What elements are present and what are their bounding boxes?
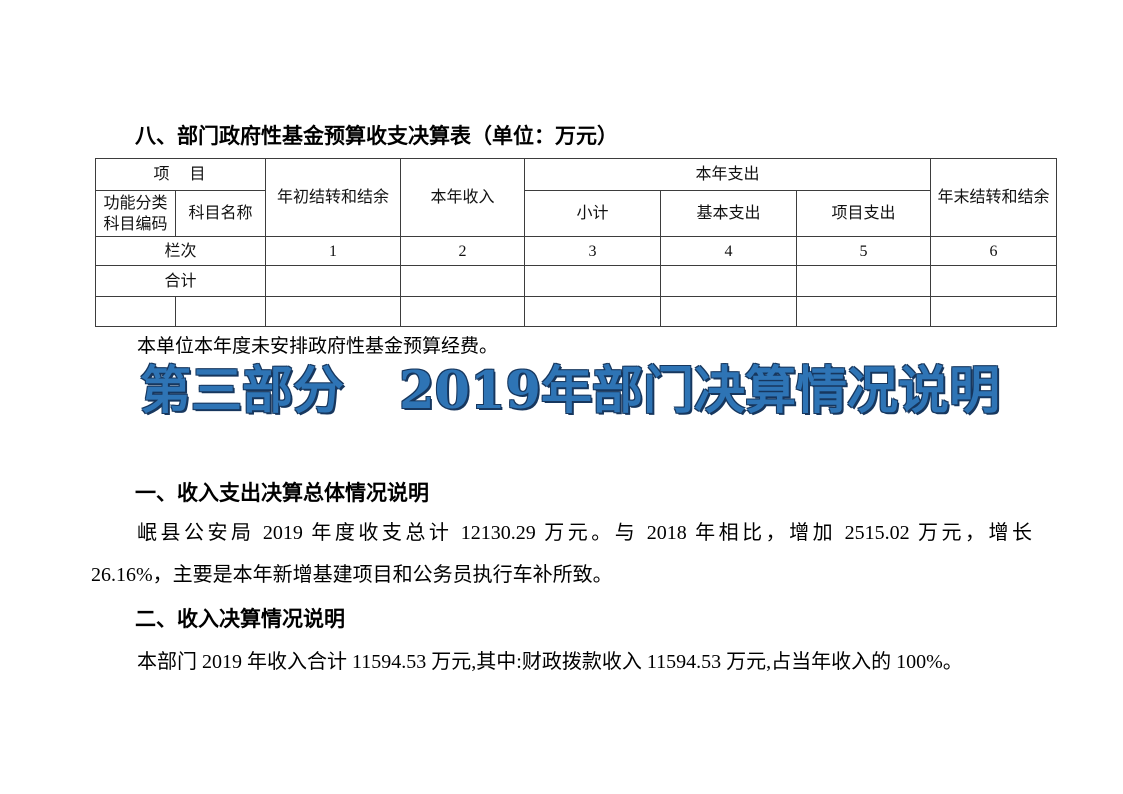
empty-data-row [95, 296, 1058, 327]
header-item: 项 目 [94, 158, 267, 191]
empty-cell [265, 296, 402, 327]
part-title: 2019年部门决算情况说明 [399, 361, 1000, 421]
column-number: 3 [524, 236, 662, 266]
government-fund-budget-table: 项 目 年初结转和结余 本年收入 本年支出 年末结转和结余 功能分类科目编码 科… [94, 158, 1058, 327]
section-2-paragraph: 本部门 2019 年收入合计 11594.53 万元,其中:财政拨款收入 115… [137, 651, 963, 673]
header-begin-balance: 年初结转和结余 [265, 158, 402, 237]
table-note: 本单位本年度未安排政府性基金预算经费。 [137, 336, 499, 357]
empty-cell [796, 296, 932, 327]
empty-cell [400, 265, 526, 297]
empty-cell [796, 265, 932, 297]
total-row: 合计 [94, 265, 1058, 297]
empty-cell [174, 296, 267, 327]
paragraph-line: 岷县公安局 2019 年度收支总计 12130.29 万元。与 2018 年相比… [137, 522, 1032, 544]
header-project-expense: 项目支出 [796, 190, 932, 237]
column-number: 4 [660, 236, 798, 266]
header-subject-name: 科目名称 [174, 190, 267, 237]
empty-cell [95, 296, 176, 327]
column-number: 6 [930, 236, 1058, 266]
header-year-expense: 本年支出 [524, 158, 932, 191]
section-2-heading: 二、收入决算情况说明 [135, 608, 345, 631]
part-three-heading: 第三部分 2019年部门决算情况说明 [140, 358, 1000, 424]
empty-cell [524, 296, 662, 327]
table-section-title: 八、部门政府性基金预算收支决算表（单位：万元） [135, 125, 618, 148]
empty-cell [660, 296, 798, 327]
header-func-code: 功能分类科目编码 [95, 190, 176, 237]
header-end-balance: 年末结转和结余 [930, 158, 1058, 237]
empty-cell [265, 265, 402, 297]
empty-cell [930, 296, 1058, 327]
column-number: 2 [400, 236, 526, 266]
section-1-heading: 一、收入支出决算总体情况说明 [135, 482, 429, 505]
total-label: 合计 [94, 265, 267, 297]
header-subtotal: 小计 [524, 190, 662, 237]
empty-cell [930, 265, 1058, 297]
empty-cell [400, 296, 526, 327]
empty-cell [660, 265, 798, 297]
column-number: 1 [265, 236, 402, 266]
column-number: 5 [796, 236, 932, 266]
lanci-label: 栏次 [94, 236, 267, 266]
part-label: 第三部分 [140, 361, 345, 421]
empty-cell [524, 265, 662, 297]
section-1-paragraph: 岷县公安局 2019 年度收支总计 12130.29 万元。与 2018 年相比… [91, 512, 1032, 596]
header-basic-expense: 基本支出 [660, 190, 798, 237]
paragraph-line: 26.16%，主要是本年新增基建项目和公务员执行车补所致。 [91, 564, 613, 586]
header-year-income: 本年收入 [400, 158, 526, 237]
column-index-row: 栏次 1 2 3 4 5 6 [94, 236, 1058, 266]
